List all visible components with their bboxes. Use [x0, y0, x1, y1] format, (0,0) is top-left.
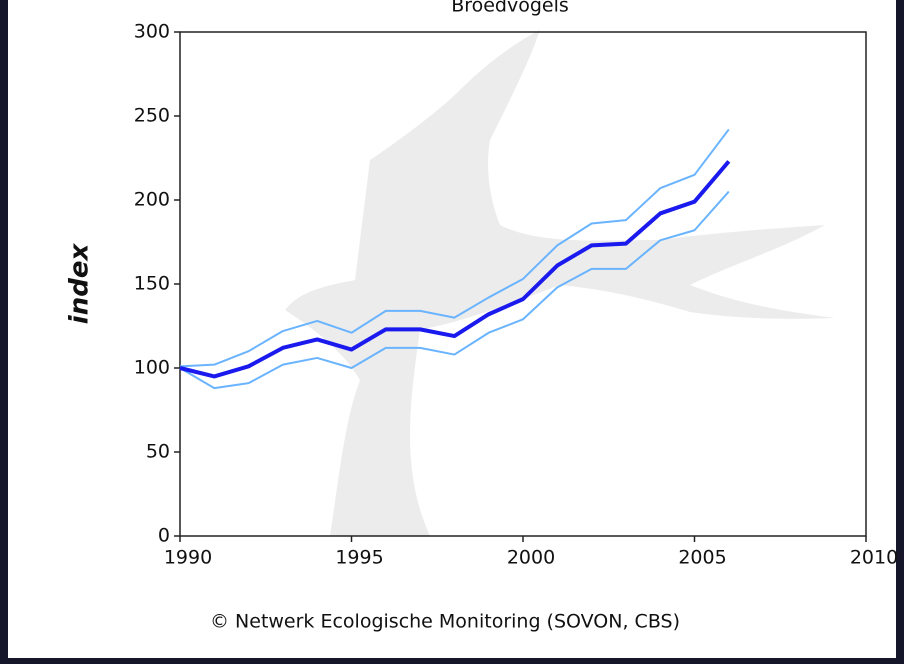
y-tick-label: 150: [134, 273, 170, 295]
chart: Broedvogels index © Netwerk Ecologische …: [0, 0, 904, 664]
x-tick-label: 2000: [507, 547, 555, 569]
x-tick-label: 1995: [335, 547, 383, 569]
x-tick-label: 2010: [850, 547, 898, 569]
x-tick-label: 1990: [164, 547, 212, 569]
footer: © Netwerk Ecologische Monitoring (SOVON,…: [210, 611, 680, 633]
chart-title: Broedvogels: [451, 0, 569, 17]
y-tick-label: 50: [146, 441, 170, 463]
y-tick-label: 200: [134, 189, 170, 211]
y-tick-label: 300: [134, 21, 170, 43]
y-tick-label: 0: [158, 525, 170, 547]
page: Broedvogels index © Netwerk Ecologische …: [0, 0, 904, 664]
y-axis-label: index: [65, 243, 95, 325]
y-tick-label: 100: [134, 357, 170, 379]
x-tick-label: 2005: [678, 547, 726, 569]
y-tick-label: 250: [134, 105, 170, 127]
